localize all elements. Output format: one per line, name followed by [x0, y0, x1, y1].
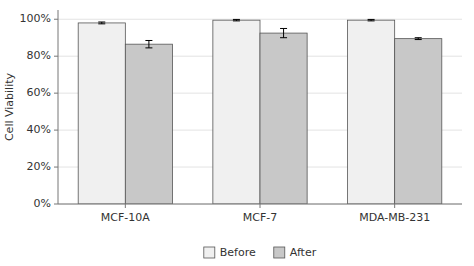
error-stem — [283, 28, 284, 37]
error-bar — [233, 19, 240, 20]
error-cap — [145, 47, 152, 48]
y-tick — [54, 56, 58, 57]
error-bar — [98, 22, 105, 24]
x-tick — [260, 204, 261, 208]
legend-label: After — [290, 246, 317, 259]
error-cap — [415, 39, 422, 40]
y-axis: 0% 20% 40% 60% 80% 100% — [20, 12, 58, 210]
legend-item: After — [274, 246, 317, 259]
bars — [78, 19, 442, 204]
y-tick-label: 80% — [27, 49, 51, 62]
page: {"chart_data": {"type": "bar", "categori… — [0, 0, 474, 266]
error-cap — [98, 22, 105, 23]
grid — [58, 19, 462, 204]
y-tick — [54, 204, 58, 205]
error-cap — [415, 37, 422, 38]
y-tick — [54, 93, 58, 94]
error-cap — [233, 20, 240, 21]
legend-swatch — [204, 247, 215, 258]
legend-swatch — [274, 247, 285, 258]
error-cap — [280, 28, 287, 29]
error-cap — [98, 23, 105, 24]
x-tick-label: MCF-7 — [243, 211, 277, 224]
y-tick — [54, 167, 58, 168]
y-axis-line — [58, 10, 59, 204]
error-cap — [368, 19, 375, 20]
error-stem — [148, 40, 149, 47]
error-bar — [280, 28, 287, 37]
error-cap — [280, 37, 287, 38]
bar — [395, 39, 442, 204]
x-tick-label: MCF-10A — [101, 211, 150, 224]
error-cap — [233, 19, 240, 20]
bar — [78, 23, 125, 204]
x-tick — [394, 204, 395, 208]
error-bar — [145, 40, 152, 47]
grid-line — [58, 19, 462, 20]
y-tick — [54, 130, 58, 131]
bar — [260, 33, 307, 204]
legend: Before After — [204, 246, 317, 259]
x-axis: MCF-10A MCF-7 MDA-MB-231 — [101, 204, 430, 224]
error-bar — [368, 19, 375, 20]
bar — [213, 20, 260, 204]
chart: 0% 20% 40% 60% 80% 100% MCF-10A MCF-7 MDA-MB-231… — [0, 0, 474, 266]
legend-label: Before — [220, 246, 256, 259]
y-tick-label: 40% — [27, 123, 51, 136]
y-tick — [54, 19, 58, 20]
y-tick-label: 0% — [34, 197, 51, 210]
error-cap — [145, 40, 152, 41]
error-cap — [368, 20, 375, 21]
y-axis-label: Cell Viability — [3, 72, 16, 141]
legend-item: Before — [204, 246, 256, 259]
error-bar — [415, 38, 422, 40]
y-tick-label: 20% — [27, 160, 51, 173]
y-tick-label: 60% — [27, 86, 51, 99]
x-tick — [125, 204, 126, 208]
bar — [348, 20, 395, 204]
y-tick-label: 100% — [20, 12, 51, 25]
x-tick-label: MDA-MB-231 — [359, 211, 430, 224]
bar — [125, 44, 172, 204]
